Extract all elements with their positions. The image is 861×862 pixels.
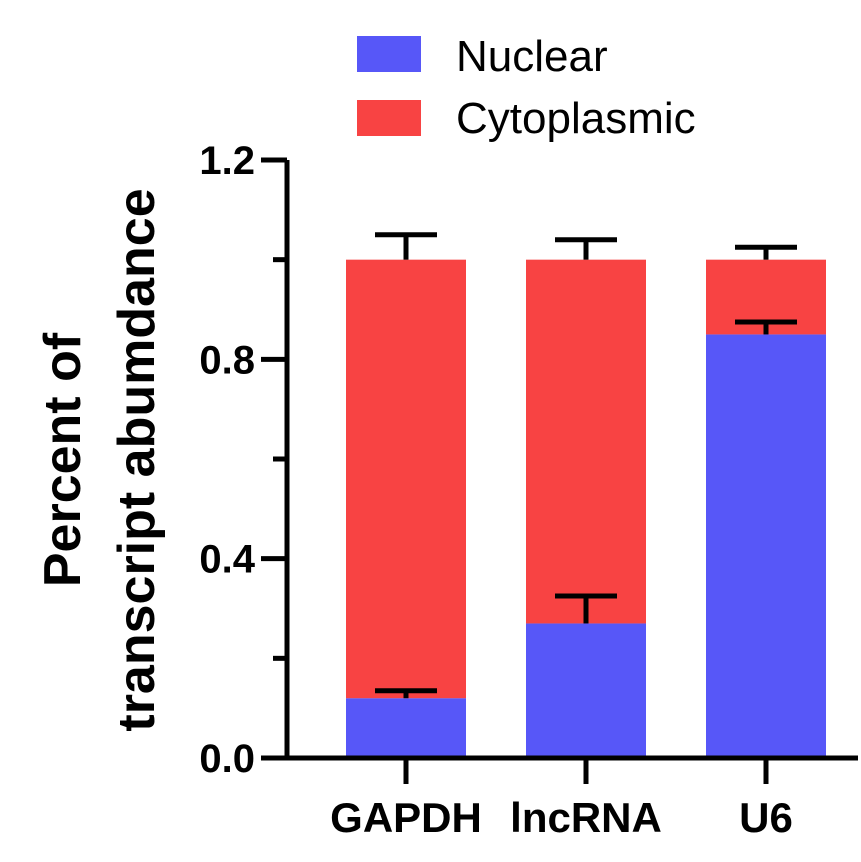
bar-nuclear-u6 bbox=[706, 334, 826, 758]
legend-swatch-nuclear bbox=[357, 36, 421, 72]
y-tick-label-0.4: 0.4 bbox=[199, 538, 255, 582]
bar-cytoplasmic-lncrna bbox=[526, 259, 646, 624]
y-tick-label-0.8: 0.8 bbox=[199, 338, 255, 382]
bar-cytoplasmic-gapdh bbox=[346, 259, 466, 699]
y-tick-label-1.2: 1.2 bbox=[199, 139, 255, 183]
y-tick-label-0.0: 0.0 bbox=[199, 737, 255, 781]
axes-group: GAPDH lncRNA U6 0.0 0.4 0.8 1.2 bbox=[199, 139, 858, 841]
legend-swatch-cytoplasmic bbox=[357, 100, 421, 136]
error-bars-group bbox=[375, 232, 797, 699]
y-axis-label-line-2: transcript abumdance bbox=[108, 188, 166, 731]
bar-nuclear-lncrna bbox=[526, 623, 646, 758]
x-tick-label-gapdh: GAPDH bbox=[330, 794, 482, 841]
x-tick-label-lncrna: lncRNA bbox=[510, 794, 662, 841]
bars-group bbox=[346, 259, 826, 758]
legend-label-cytoplasmic: Cytoplasmic bbox=[456, 94, 696, 143]
legend: Nuclear Cytoplasmic bbox=[357, 32, 696, 143]
legend-label-nuclear: Nuclear bbox=[456, 32, 608, 81]
bar-nuclear-gapdh bbox=[346, 698, 466, 758]
y-axis-label-line-1: Percent of bbox=[34, 332, 92, 587]
y-axis-label: Percent of transcript abumdance bbox=[34, 188, 166, 731]
x-tick-label-u6: U6 bbox=[739, 794, 793, 841]
